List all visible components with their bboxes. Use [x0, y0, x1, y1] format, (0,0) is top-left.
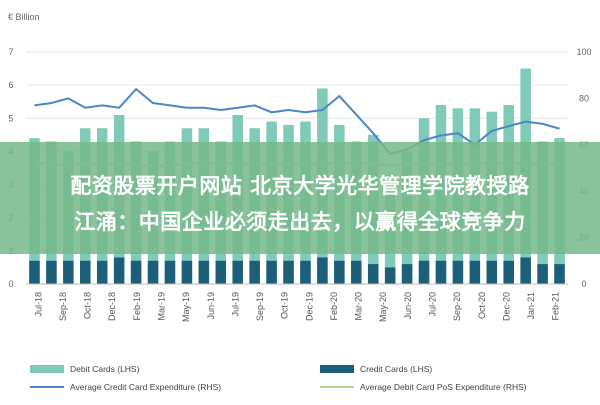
x-tick-label: Jul-19 [230, 292, 240, 317]
credit-bar [334, 260, 345, 284]
x-tick-label: Jul-20 [428, 292, 438, 317]
credit-bar [266, 260, 277, 284]
credit-bar [147, 260, 159, 284]
credit-bar [80, 260, 91, 284]
x-tick-label: Mar-19 [157, 292, 167, 321]
credit-bar [198, 260, 210, 284]
right-tick-label: 100 [576, 47, 591, 57]
credit-bar [317, 257, 328, 284]
credit-bar [435, 260, 447, 284]
x-tick-label: Oct-18 [83, 292, 93, 319]
credit-bar [113, 257, 125, 284]
legend-label-avg-debit: Average Debit Card PoS Expenditure (RHS) [360, 382, 527, 392]
credit-bar [215, 260, 227, 284]
x-tick-label: Oct-20 [477, 292, 487, 319]
legend: Debit Cards (LHS) Credit Cards (LHS) Ave… [0, 356, 600, 400]
x-tick-label: Dec-18 [107, 292, 117, 321]
credit-bar [554, 264, 565, 284]
x-tick-label: Sep-18 [58, 292, 68, 321]
x-tick-label: Jun-19 [206, 292, 216, 320]
credit-bar [452, 260, 464, 284]
legend-item-avg-credit: Average Credit Card Expenditure (RHS) [30, 380, 221, 394]
credit-bar [486, 260, 498, 284]
legend-swatch-debit [30, 365, 64, 373]
x-tick-label: Feb-21 [551, 292, 561, 321]
credit-bar [537, 264, 548, 284]
right-tick-label: 0 [581, 279, 586, 289]
x-tick-label: Jul-18 [33, 292, 43, 317]
left-axis-label: € Billion [8, 12, 40, 22]
x-tick-label: Mar-20 [354, 292, 364, 321]
banner-line-1: 配资股票开户网站 北京大学光华管理学院教授路 [70, 174, 530, 198]
credit-bar [181, 260, 193, 284]
legend-label-credit: Credit Cards (LHS) [360, 364, 433, 374]
x-tick-label: Sep-20 [452, 292, 462, 321]
left-tick-label: 5 [8, 113, 13, 123]
x-tick-label: Dec-20 [501, 292, 511, 321]
credit-bar [469, 260, 481, 284]
credit-bar [384, 267, 396, 284]
credit-bar [29, 260, 40, 284]
x-tick-label: May-19 [181, 292, 191, 322]
credit-bar [232, 260, 243, 284]
legend-label-avg-credit: Average Credit Card Expenditure (RHS) [70, 382, 222, 392]
right-tick-label: 80 [579, 93, 589, 103]
x-tick-label: Sep-19 [255, 292, 265, 321]
credit-bar [283, 260, 294, 284]
credit-bar [520, 257, 531, 284]
legend-item-avg-debit: Average Debit Card PoS Expenditure (RHS) [320, 380, 527, 394]
legend-item-debit: Debit Cards (LHS) [30, 362, 139, 376]
left-tick-label: 0 [8, 279, 13, 289]
legend-swatch-avg-credit [30, 386, 64, 388]
x-tick-label: Jan-21 [526, 292, 536, 320]
credit-bar [249, 260, 260, 284]
credit-bar [164, 260, 176, 284]
credit-bar [46, 260, 57, 284]
banner-line-2: 江涌：中国企业必须走出去，以赢得全球竞争力 [74, 210, 526, 234]
legend-swatch-avg-debit [320, 386, 354, 388]
credit-bar [503, 260, 514, 284]
x-tick-label: Dec-19 [304, 292, 314, 321]
x-tick-label: Oct-19 [280, 292, 290, 319]
x-tick-label: May-20 [378, 292, 388, 322]
credit-bar [300, 260, 311, 284]
legend-item-credit: Credit Cards (LHS) [320, 362, 432, 376]
left-tick-label: 6 [8, 80, 13, 90]
watermark-banner: 配资股票开户网站 北京大学光华管理学院教授路 江涌：中国企业必须走出去，以赢得全… [0, 142, 600, 254]
x-tick-label: Jun-20 [403, 292, 413, 320]
credit-bar [96, 260, 108, 284]
credit-bar [418, 260, 430, 284]
credit-bar [130, 260, 142, 284]
credit-bar [63, 260, 74, 284]
legend-label-debit: Debit Cards (LHS) [70, 364, 140, 374]
left-tick-label: 7 [8, 47, 13, 57]
x-tick-label: Feb-19 [132, 292, 142, 321]
credit-bar [367, 264, 379, 284]
credit-bar [401, 264, 413, 284]
credit-bar [351, 260, 362, 284]
legend-swatch-credit [320, 365, 354, 373]
x-tick-label: Feb-20 [329, 292, 339, 321]
